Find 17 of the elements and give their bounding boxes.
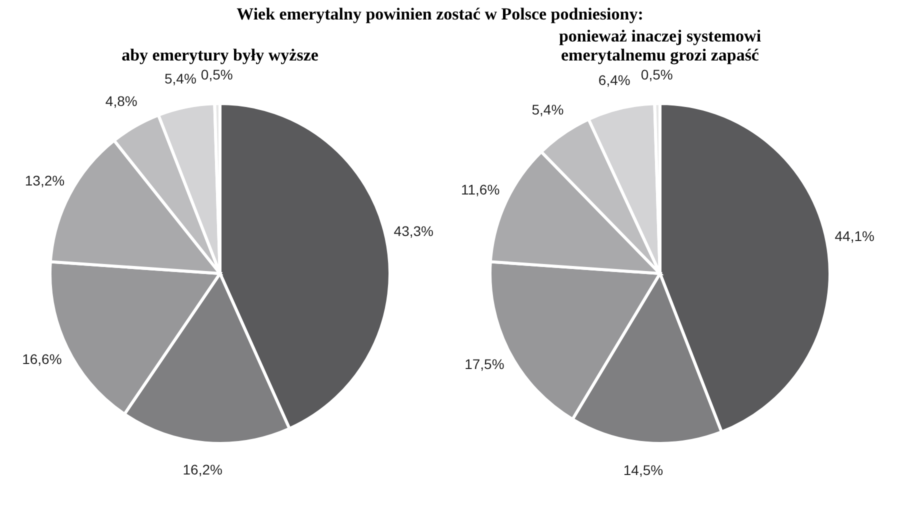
data-label: 16,2% — [182, 462, 222, 478]
data-label: 13,2% — [24, 172, 65, 188]
data-label: 11,6% — [460, 181, 500, 198]
data-label: 43,3% — [394, 223, 434, 240]
text: Wiek emerytalny powinien zostać w Polsce podniesiony: — [236, 4, 644, 24]
data-label: 0,5% — [640, 66, 673, 83]
data-label: 16,6% — [22, 351, 62, 368]
data-label: 5,4% — [532, 101, 564, 118]
data-label: 17,5% — [464, 356, 504, 372]
data-label: 0,5% — [200, 66, 233, 83]
chart-title: ponieważ inaczej systemowi emerytalnemu grozi zapaść — [558, 26, 762, 65]
chart-title: aby emerytury były wyższe — [122, 46, 319, 65]
data-label: 14,5% — [623, 462, 664, 478]
data-label: 5,4% — [164, 70, 196, 86]
data-label: 44,1% — [834, 228, 874, 244]
data-label: 6,4% — [598, 72, 630, 88]
data-label: 4,8% — [105, 92, 138, 109]
